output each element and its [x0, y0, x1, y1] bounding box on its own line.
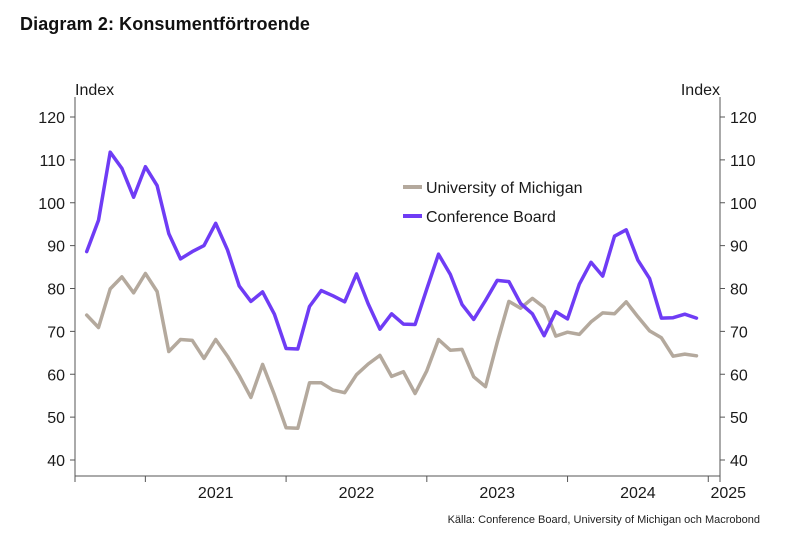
right-y-tick-label: 80 [730, 282, 748, 299]
legend-label-conference-board: Conference Board [426, 209, 556, 226]
left-y-tick-label: 80 [47, 282, 65, 299]
x-tick-label: 2022 [339, 485, 375, 502]
left-y-tick-label: 90 [47, 239, 65, 256]
x-tick-label: 2021 [198, 485, 234, 502]
right-axis-label: Index [681, 82, 720, 99]
right-y-tick-label: 110 [730, 153, 756, 170]
series-line-michigan [84, 271, 699, 431]
series-line-conference-board [84, 150, 699, 351]
x-tick-label: 2025 [710, 485, 746, 502]
x-tick-label: 2024 [620, 485, 656, 502]
left-y-tick-label: 70 [47, 324, 65, 341]
left-y-tick-label: 60 [47, 367, 65, 384]
right-y-tick-label: 40 [730, 453, 748, 470]
right-y-tick-label: 70 [730, 324, 748, 341]
right-y-tick-labels: 40 50 60 70 80 90 100 110 120 [730, 110, 757, 470]
left-y-tick-label: 110 [39, 153, 65, 170]
right-y-tick-label: 90 [730, 239, 748, 256]
x-tick-labels: 2021 2022 2023 2024 2025 [198, 485, 746, 502]
right-y-tick-label: 60 [730, 367, 748, 384]
left-y-tick-label: 50 [47, 410, 65, 427]
series-lines [84, 150, 699, 431]
chart-axes [70, 97, 725, 482]
left-y-tick-labels: 40 50 60 70 80 90 100 110 120 [38, 110, 65, 470]
left-y-tick-label: 40 [47, 453, 65, 470]
legend-label-michigan: University of Michigan [426, 180, 583, 197]
chart-title: Diagram 2: Konsumentförtroende [20, 14, 311, 34]
right-y-tick-label: 120 [730, 110, 757, 127]
legend: University of Michigan Conference Board [403, 180, 583, 226]
left-axis-label: Index [75, 82, 114, 99]
x-tick-label: 2023 [479, 485, 515, 502]
source-note: Källa: Conference Board, University of M… [447, 514, 760, 526]
left-y-tick-label: 100 [38, 196, 65, 213]
right-y-tick-label: 100 [730, 196, 757, 213]
left-y-tick-label: 120 [38, 110, 65, 127]
right-y-tick-label: 50 [730, 410, 748, 427]
